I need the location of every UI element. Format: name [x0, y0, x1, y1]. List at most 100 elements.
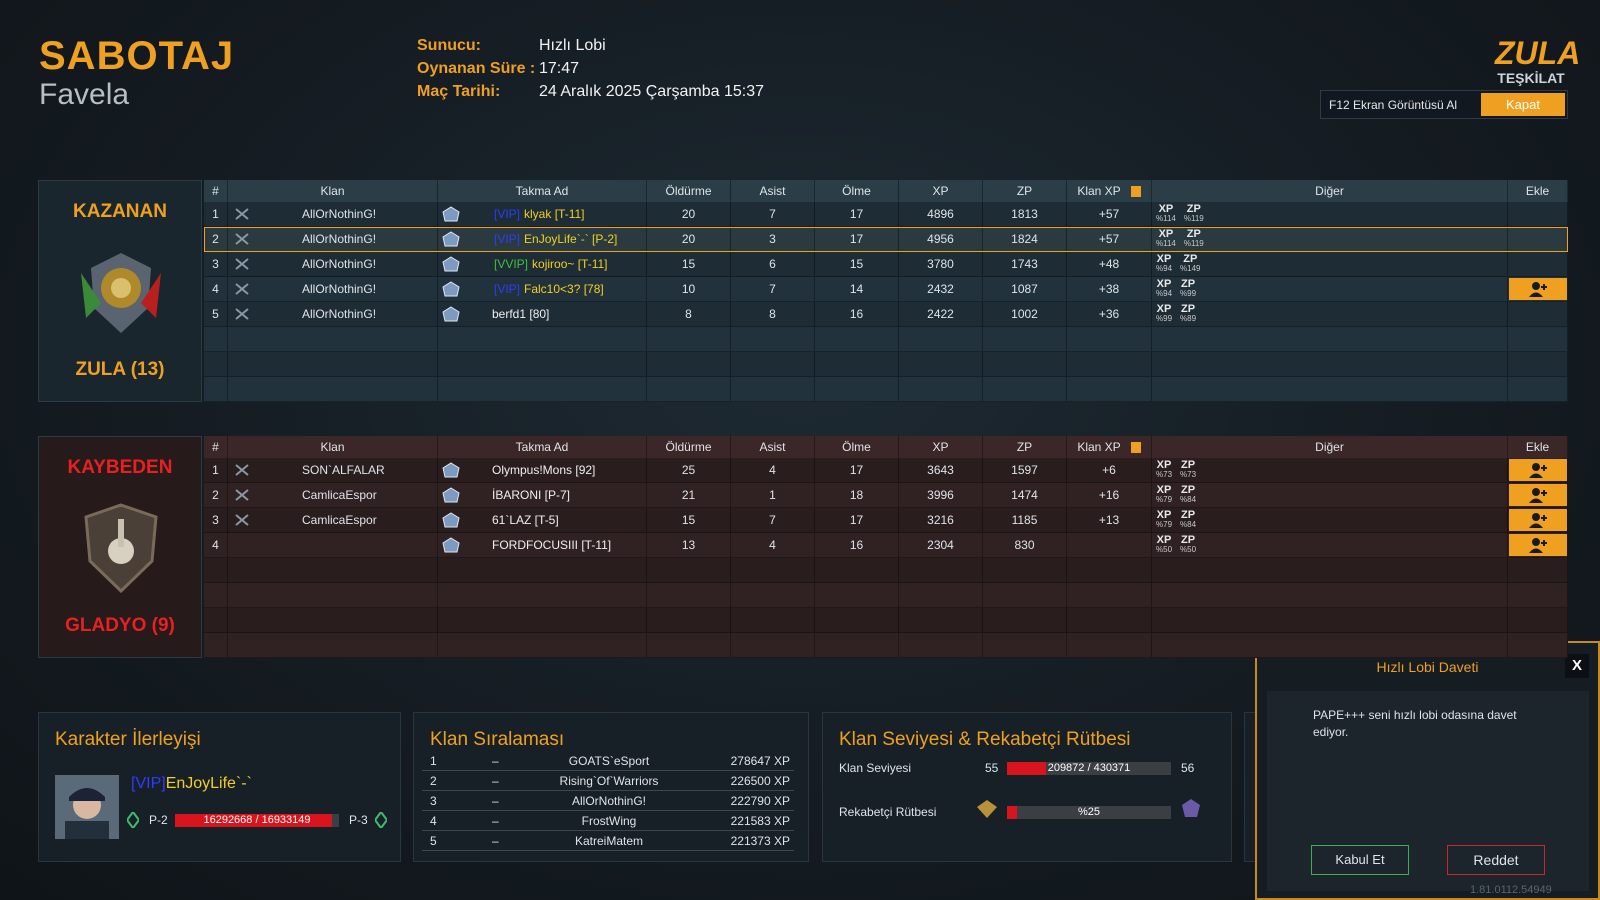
cell: [1152, 327, 1508, 351]
stat: 2422: [927, 307, 954, 321]
cell: 2: [204, 483, 228, 507]
cell: [204, 327, 228, 351]
bonus: XP %73: [1156, 460, 1172, 480]
ranking-clan: AllOrNothinG!: [571, 794, 647, 808]
stat: +38: [1098, 282, 1120, 296]
cell: [1508, 458, 1568, 482]
cell: CamlicaEspor: [228, 508, 438, 532]
cell: [438, 558, 647, 582]
info-label: Maç Tarihi:: [417, 83, 501, 100]
clan-ranking-panel: Klan Sıralaması 1 – GOATS`eSport 278647 XP 2…: [413, 712, 809, 862]
cell: XP %114 ZP %119: [1152, 227, 1508, 251]
panel-title: Klan Sıralaması: [430, 729, 565, 750]
screenshot-button[interactable]: F12 Ekran Görüntüsü Al: [1329, 98, 1458, 112]
add-friend-button[interactable]: [1508, 278, 1567, 300]
clan-icon: [235, 514, 249, 526]
cell: [1152, 608, 1508, 632]
column-header: Diğer: [1152, 180, 1508, 202]
stat: 1743: [1011, 257, 1038, 271]
cell: 8: [731, 302, 815, 326]
stat: 1474: [1011, 488, 1038, 502]
close-button[interactable]: Kapat: [1481, 93, 1565, 116]
ranking-clan: KatreiMatem: [574, 834, 644, 848]
cell: [1508, 583, 1568, 607]
level-label: Klan Seviyesi: [839, 761, 912, 775]
reject-button[interactable]: Reddet: [1447, 845, 1545, 875]
stat: 15: [849, 257, 864, 271]
cell: [1508, 483, 1568, 507]
cell: [983, 583, 1067, 607]
ranking-xp: 222790 XP: [730, 794, 790, 808]
bonus-label: XP: [1156, 459, 1172, 471]
cell: İBARONI [P-7]: [438, 483, 647, 507]
cell: 1087: [983, 277, 1067, 301]
bonus: ZP %73: [1180, 460, 1196, 480]
nickname: İBARONI [P-7]: [492, 488, 571, 502]
cell: [438, 583, 647, 607]
vip-tag: [VIP]: [494, 207, 521, 221]
rank-icon: [442, 281, 460, 297]
clan-name: AllOrNothinG!: [302, 257, 377, 271]
rank-icon: [442, 231, 460, 247]
stat: 21: [681, 488, 696, 502]
cell: 14: [815, 277, 899, 301]
rank-from: P-2: [149, 813, 168, 827]
add-friend-button[interactable]: [1508, 459, 1567, 481]
empty-row: [204, 352, 1568, 377]
cell: 16: [815, 533, 899, 557]
nickname: Falc10<3? [78]: [524, 282, 604, 296]
cell: [899, 377, 983, 401]
bonus-value: %94: [1156, 264, 1173, 273]
cell: [1067, 608, 1152, 632]
stat: 830: [1014, 538, 1035, 552]
cell: [VVIP] kojiroo~ [T-11]: [438, 252, 647, 276]
cell: [1152, 583, 1508, 607]
bonus: XP %114: [1156, 229, 1176, 249]
add-friend-icon: [1528, 282, 1547, 297]
cell: 1824: [983, 227, 1067, 251]
scoreboard: # Klan Takma Ad Öldürme Asist Ölme XP ZP Klan XP…: [204, 436, 1568, 658]
cell: 1: [204, 458, 228, 482]
cell: [731, 608, 815, 632]
clan-icon: [235, 208, 249, 220]
cell: 25: [647, 458, 731, 482]
stat: 18: [849, 488, 864, 502]
add-friend-button[interactable]: [1508, 484, 1567, 506]
scoreboard: # Klan Takma Ad Öldürme Asist Ölme XP ZP Klan XP…: [204, 180, 1568, 402]
add-friend-button[interactable]: [1508, 534, 1567, 556]
rank-line: [422, 790, 794, 791]
cell: AllOrNothinG!: [228, 227, 438, 251]
stat: 4956: [927, 232, 954, 246]
add-friend-icon: [1528, 538, 1547, 553]
cell: 7: [731, 508, 815, 532]
clan-icon: [235, 283, 249, 295]
cell: [731, 633, 815, 657]
cell: 15: [647, 508, 731, 532]
cell: [204, 352, 228, 376]
cell: [731, 327, 815, 351]
progress-bar: 16292668 / 16933149: [175, 814, 339, 827]
accept-button[interactable]: Kabul Et: [1311, 845, 1409, 875]
cell: [1152, 377, 1508, 401]
column-header: Asist: [731, 180, 815, 202]
bonus: ZP %84: [1180, 510, 1196, 530]
popup-close[interactable]: X: [1565, 654, 1589, 678]
cell: [204, 377, 228, 401]
cell: [815, 633, 899, 657]
cell: [899, 583, 983, 607]
cell: [1508, 227, 1568, 251]
add-friend-button[interactable]: [1508, 509, 1567, 531]
ranking-change: –: [492, 754, 499, 768]
stat: 1002: [1011, 307, 1038, 321]
empty-row: [204, 377, 1568, 402]
cell: [899, 352, 983, 376]
cell: AllOrNothinG!: [228, 252, 438, 276]
stat: +6: [1102, 463, 1116, 477]
cell: [983, 327, 1067, 351]
popup-body: PAPE+++ seni hızlı lobi odasına davet ed…: [1267, 691, 1589, 891]
column-header: Klan XP: [1067, 436, 1152, 458]
clan-name: AllOrNothinG!: [302, 207, 377, 221]
player-row: 1 SON`ALFALAR Olympus!Mons [92] 25 4 17 3643 15…: [204, 458, 1568, 483]
rank: 5: [212, 307, 219, 321]
cell: [1508, 352, 1568, 376]
